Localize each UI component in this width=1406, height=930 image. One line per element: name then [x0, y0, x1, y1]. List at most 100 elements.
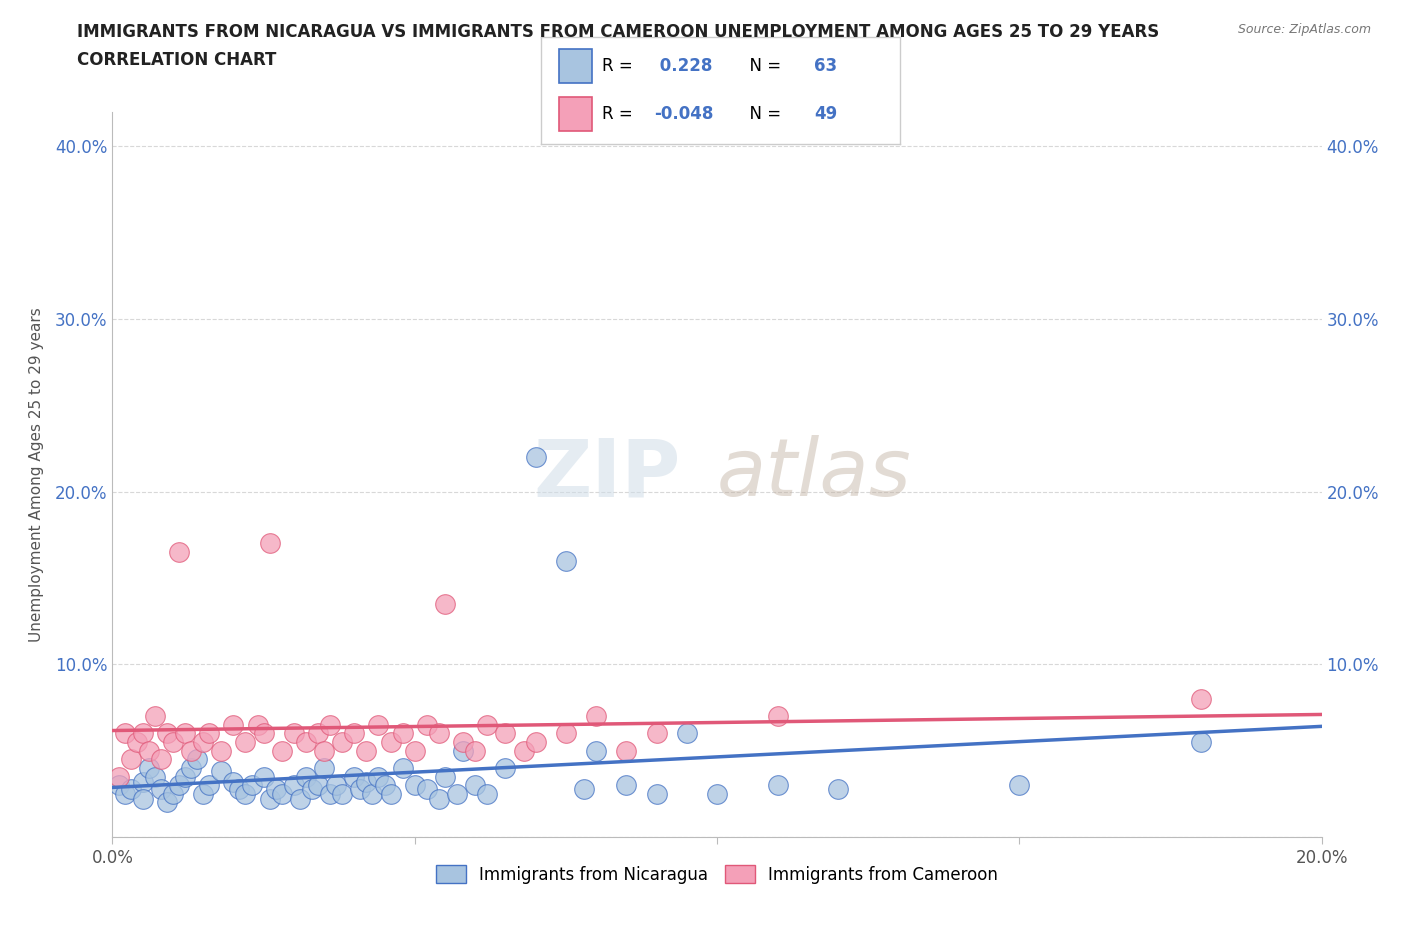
Point: [253, 769, 276, 784]
Point: [209, 764, 232, 778]
Point: [180, 761, 202, 776]
Point: [288, 791, 311, 806]
Point: [143, 769, 166, 784]
Point: [391, 761, 413, 776]
Point: [174, 769, 197, 784]
Point: [361, 787, 384, 802]
Point: [162, 787, 184, 802]
Point: [114, 787, 136, 802]
Point: [132, 775, 155, 790]
Point: [645, 726, 668, 741]
Point: [416, 781, 439, 796]
Point: [827, 781, 849, 796]
Point: [235, 787, 257, 802]
Point: [138, 743, 160, 758]
Point: [295, 735, 318, 750]
Point: [162, 735, 184, 750]
Point: [451, 743, 474, 758]
Legend: Immigrants from Nicaragua, Immigrants from Cameroon: Immigrants from Nicaragua, Immigrants fr…: [429, 858, 1005, 890]
Point: [404, 777, 426, 792]
Text: CORRELATION CHART: CORRELATION CHART: [77, 51, 277, 69]
Point: [446, 787, 468, 802]
Point: [132, 726, 155, 741]
Point: [307, 777, 329, 792]
Text: 0.228: 0.228: [654, 57, 713, 75]
Point: [107, 777, 129, 792]
Point: [120, 751, 142, 766]
Point: [149, 781, 172, 796]
Point: [319, 717, 342, 732]
Point: [585, 743, 607, 758]
Point: [464, 777, 486, 792]
Point: [283, 777, 305, 792]
Point: [675, 726, 697, 741]
Point: [477, 717, 499, 732]
Point: [114, 726, 136, 741]
Point: [301, 781, 323, 796]
Point: [524, 735, 547, 750]
Point: [264, 781, 287, 796]
Text: R =: R =: [602, 57, 638, 75]
Text: 49: 49: [814, 105, 837, 123]
Point: [766, 777, 789, 792]
Point: [427, 791, 450, 806]
Point: [191, 787, 214, 802]
Point: [307, 726, 329, 741]
Point: [156, 726, 179, 741]
Point: [314, 761, 336, 776]
Point: [167, 545, 190, 560]
Point: [143, 709, 166, 724]
Point: [222, 717, 245, 732]
Point: [374, 777, 396, 792]
Point: [125, 735, 148, 750]
Point: [149, 751, 172, 766]
Point: [645, 787, 668, 802]
Text: -0.048: -0.048: [654, 105, 714, 123]
Point: [524, 449, 547, 464]
Point: [616, 777, 638, 792]
Point: [198, 777, 221, 792]
Point: [451, 735, 474, 750]
Point: [572, 781, 595, 796]
Point: [270, 787, 292, 802]
Point: [120, 781, 142, 796]
Point: [259, 791, 281, 806]
Point: [1008, 777, 1031, 792]
Point: [319, 787, 342, 802]
Point: [356, 775, 378, 790]
Point: [433, 596, 456, 611]
Point: [766, 709, 789, 724]
Text: ZIP: ZIP: [533, 435, 681, 513]
Point: [380, 735, 402, 750]
Point: [343, 769, 366, 784]
Point: [330, 735, 353, 750]
Y-axis label: Unemployment Among Ages 25 to 29 years: Unemployment Among Ages 25 to 29 years: [30, 307, 44, 642]
Point: [380, 787, 402, 802]
Point: [240, 777, 263, 792]
Point: [259, 536, 281, 551]
Point: [314, 743, 336, 758]
Point: [283, 726, 305, 741]
Text: Source: ZipAtlas.com: Source: ZipAtlas.com: [1237, 23, 1371, 36]
Point: [464, 743, 486, 758]
Point: [391, 726, 413, 741]
Point: [222, 775, 245, 790]
Point: [554, 726, 576, 741]
Point: [330, 787, 353, 802]
Point: [416, 717, 439, 732]
Point: [356, 743, 378, 758]
Point: [554, 553, 576, 568]
Point: [477, 787, 499, 802]
FancyBboxPatch shape: [560, 97, 592, 131]
Text: IMMIGRANTS FROM NICARAGUA VS IMMIGRANTS FROM CAMEROON UNEMPLOYMENT AMONG AGES 25: IMMIGRANTS FROM NICARAGUA VS IMMIGRANTS …: [77, 23, 1160, 41]
Point: [295, 769, 318, 784]
Point: [349, 781, 371, 796]
Point: [198, 726, 221, 741]
Point: [235, 735, 257, 750]
Point: [1189, 735, 1212, 750]
Point: [706, 787, 728, 802]
Text: N =: N =: [738, 57, 786, 75]
Point: [138, 761, 160, 776]
Point: [512, 743, 534, 758]
Point: [180, 743, 202, 758]
